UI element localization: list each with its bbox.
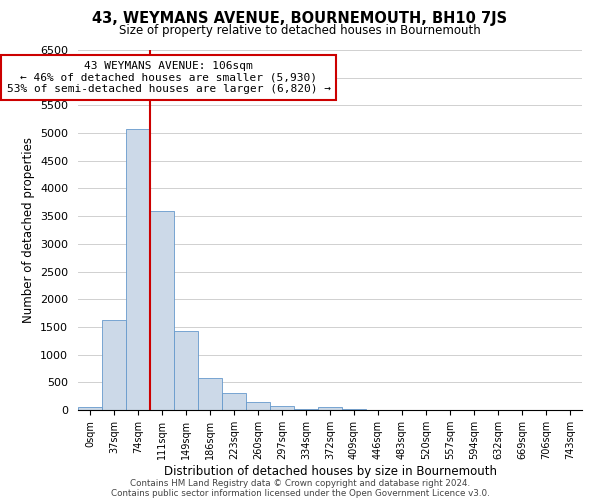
- Y-axis label: Number of detached properties: Number of detached properties: [22, 137, 35, 323]
- X-axis label: Distribution of detached houses by size in Bournemouth: Distribution of detached houses by size …: [163, 465, 497, 478]
- Bar: [174, 332, 198, 410]
- Text: Contains HM Land Registry data © Crown copyright and database right 2024.: Contains HM Land Registry data © Crown c…: [130, 478, 470, 488]
- Text: Contains public sector information licensed under the Open Government Licence v3: Contains public sector information licen…: [110, 488, 490, 498]
- Bar: [78, 407, 102, 410]
- Bar: [198, 378, 222, 410]
- Bar: [246, 402, 270, 410]
- Bar: [270, 406, 294, 410]
- Text: 43 WEYMANS AVENUE: 106sqm
← 46% of detached houses are smaller (5,930)
53% of se: 43 WEYMANS AVENUE: 106sqm ← 46% of detac…: [7, 61, 331, 94]
- Bar: [102, 320, 126, 410]
- Bar: [150, 210, 174, 410]
- Bar: [318, 407, 342, 410]
- Bar: [222, 394, 246, 410]
- Bar: [126, 128, 150, 410]
- Text: Size of property relative to detached houses in Bournemouth: Size of property relative to detached ho…: [119, 24, 481, 37]
- Text: 43, WEYMANS AVENUE, BOURNEMOUTH, BH10 7JS: 43, WEYMANS AVENUE, BOURNEMOUTH, BH10 7J…: [92, 11, 508, 26]
